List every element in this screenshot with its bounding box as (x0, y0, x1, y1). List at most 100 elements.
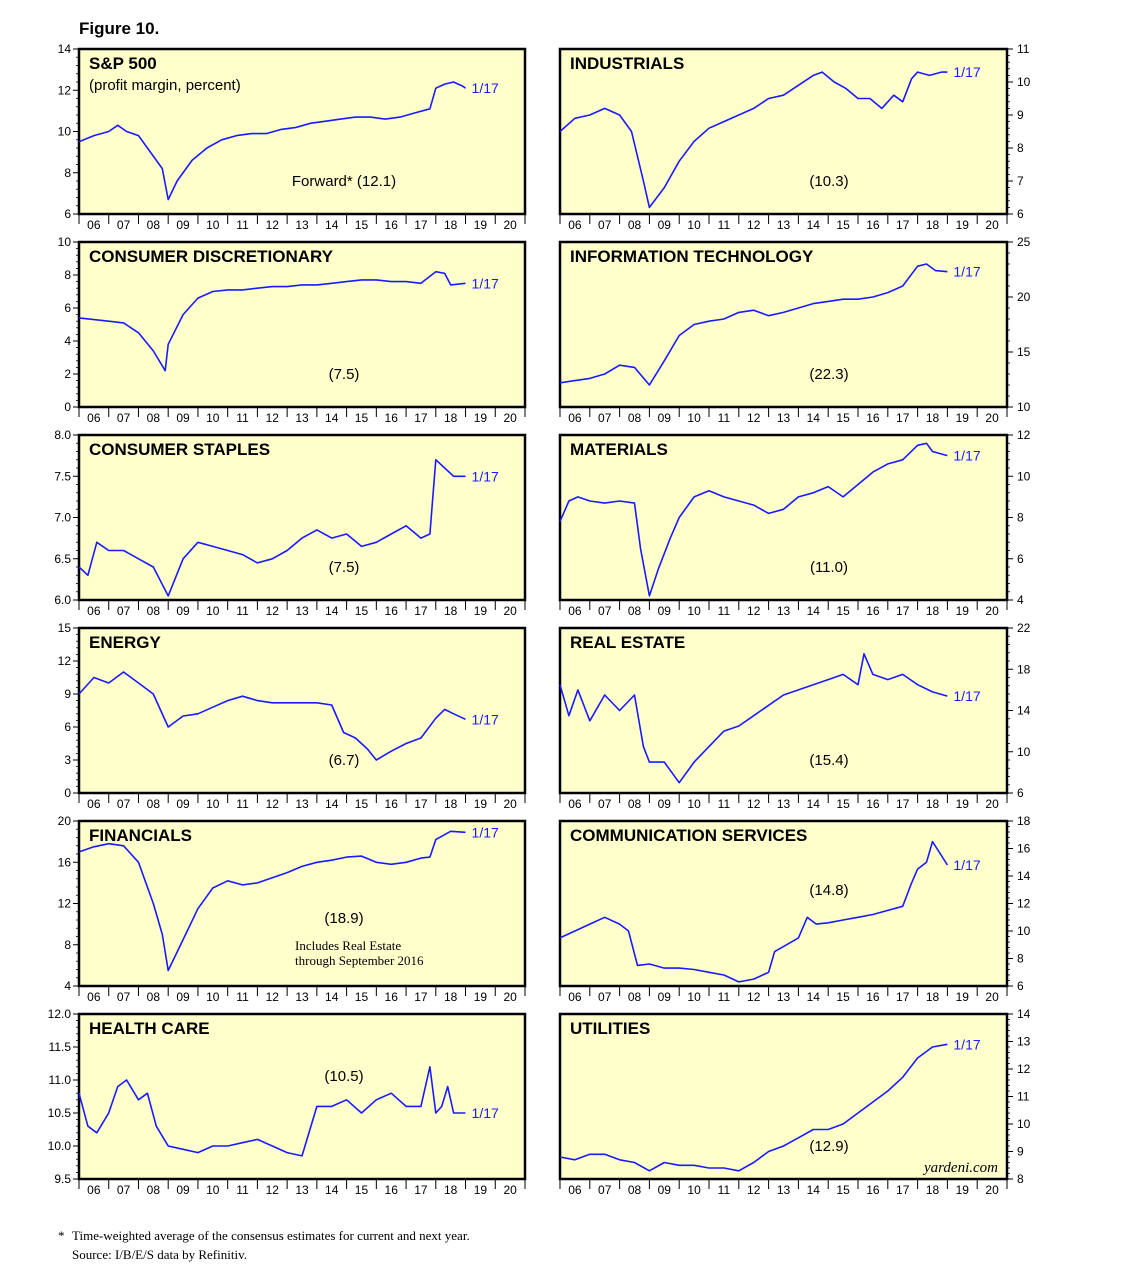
x-tick-label: 08 (628, 411, 642, 425)
current-value-label: (10.3) (809, 173, 848, 190)
current-value-label: (18.9) (324, 910, 363, 927)
x-tick-label: 17 (414, 990, 428, 1004)
y-tick-label: 14 (58, 42, 72, 56)
footnote-star: * (58, 1228, 65, 1243)
x-tick-label: 11 (718, 218, 731, 232)
x-tick-label: 18 (926, 411, 940, 425)
y-tick-label: 10.5 (48, 1106, 72, 1120)
y-tick-label: 11 (1017, 42, 1030, 56)
x-tick-label: 08 (147, 990, 161, 1004)
x-tick-label: 17 (896, 1183, 910, 1197)
x-tick-label: 07 (117, 1183, 131, 1197)
chart-panel-1: 6 7 8 9 10 11 06 07 08 09 10 11 12 13 14 15 16 17 18 19 20 1/… (558, 42, 1031, 232)
y-tick-label: 0 (64, 400, 71, 414)
x-tick-label: 07 (117, 604, 131, 618)
x-tick-label: 09 (658, 990, 672, 1004)
x-tick-label: 18 (444, 990, 458, 1004)
y-tick-label: 8.0 (54, 428, 71, 442)
x-tick-label: 15 (355, 604, 369, 618)
x-tick-label: 14 (325, 797, 339, 811)
x-tick-label: 10 (206, 990, 220, 1004)
x-tick-label: 14 (325, 218, 339, 232)
x-tick-label: 13 (777, 604, 791, 618)
x-tick-label: 13 (777, 797, 791, 811)
y-tick-label: 8 (1017, 511, 1024, 525)
x-tick-label: 08 (628, 990, 642, 1004)
panel-title: FINANCIALS (89, 826, 192, 845)
x-tick-label: 13 (777, 1183, 791, 1197)
watermark-yardeni: yardeni.com (922, 1160, 998, 1176)
y-tick-label: 18 (1017, 814, 1031, 828)
x-tick-label: 10 (687, 218, 701, 232)
x-tick-label: 12 (747, 797, 761, 811)
x-tick-label: 14 (325, 411, 339, 425)
current-value-label: (12.9) (809, 1138, 848, 1155)
x-tick-label: 16 (385, 990, 399, 1004)
x-tick-label: 18 (444, 218, 458, 232)
series-line (559, 263, 948, 386)
x-tick-label: 06 (568, 990, 582, 1004)
current-value-label: (15.4) (809, 752, 848, 769)
x-tick-label: 12 (747, 990, 761, 1004)
footnote-source: Source: I/B/E/S data by Refinitiv. (72, 1247, 247, 1262)
plot-area (77, 433, 527, 602)
x-tick-label: 16 (385, 218, 399, 232)
x-tick-label: 20 (985, 797, 999, 811)
chart-panel-5: 4 6 8 10 12 06 07 08 09 10 11 12 13 14 15 16 17 18 19 20 1/1… (558, 428, 1031, 618)
x-tick-label: 08 (628, 604, 642, 618)
x-tick-label: 11 (718, 411, 731, 425)
x-tick-label: 16 (866, 604, 880, 618)
x-tick-label: 09 (658, 797, 672, 811)
x-tick-label: 11 (718, 604, 731, 618)
end-date-label: 1/17 (472, 711, 499, 727)
y-tick-label: 11.0 (49, 1073, 72, 1087)
x-tick-label: 19 (956, 1183, 970, 1197)
x-tick-label: 09 (176, 1183, 190, 1197)
y-tick-label: 4 (1017, 593, 1024, 607)
x-tick-label: 11 (236, 604, 249, 618)
x-tick-label: 10 (687, 797, 701, 811)
panel-title: CONSUMER DISCRETIONARY (89, 247, 334, 266)
panel-title: S&P 500 (89, 54, 157, 73)
x-tick-label: 14 (807, 411, 821, 425)
x-tick-label: 16 (866, 1183, 880, 1197)
x-tick-label: 16 (866, 411, 880, 425)
x-tick-label: 17 (414, 411, 428, 425)
x-tick-label: 12 (747, 411, 761, 425)
x-tick-label: 14 (807, 797, 821, 811)
chart-panel-3: 10 15 20 25 06 07 08 09 10 11 12 13 14 15 16 17 18 19 20 1/… (558, 235, 1031, 425)
x-tick-label: 16 (866, 990, 880, 1004)
x-tick-label: 15 (836, 1183, 850, 1197)
x-tick-label: 15 (836, 218, 850, 232)
x-tick-label: 20 (503, 218, 517, 232)
x-tick-label: 10 (687, 1183, 701, 1197)
y-tick-label: 12.0 (48, 1007, 72, 1021)
chart-panel-4: 6.0 6.5 7.0 7.5 8.0 06 07 08 09 10 11 12 13 14 15 16 17 1… (54, 428, 527, 618)
x-tick-label: 14 (807, 990, 821, 1004)
x-tick-label: 06 (87, 990, 101, 1004)
x-tick-label: 20 (503, 411, 517, 425)
x-tick-label: 15 (355, 990, 369, 1004)
chart-panel-9: 6 8 10 12 14 16 18 06 07 08 09 10 11 12 13 14 15 16 17 18 19… (558, 814, 1031, 1004)
y-tick-label: 10 (1017, 400, 1031, 414)
x-tick-label: 09 (176, 604, 190, 618)
x-tick-label: 17 (896, 411, 910, 425)
end-date-label: 1/17 (472, 1105, 499, 1121)
x-tick-label: 13 (295, 1183, 309, 1197)
y-tick-label: 8 (1017, 141, 1024, 155)
current-value-label: (10.5) (324, 1068, 363, 1085)
plot-area (558, 240, 1009, 409)
y-tick-label: 15 (58, 621, 72, 635)
x-tick-label: 09 (658, 218, 672, 232)
x-tick-label: 09 (658, 604, 672, 618)
series-line (559, 71, 948, 209)
x-tick-label: 08 (628, 218, 642, 232)
x-tick-label: 13 (777, 411, 791, 425)
x-tick-label: 20 (503, 797, 517, 811)
x-tick-label: 19 (474, 990, 488, 1004)
x-tick-label: 16 (385, 797, 399, 811)
x-tick-label: 11 (236, 218, 249, 232)
x-tick-label: 19 (474, 604, 488, 618)
y-tick-label: 6 (1017, 552, 1024, 566)
plot-area (77, 626, 527, 795)
